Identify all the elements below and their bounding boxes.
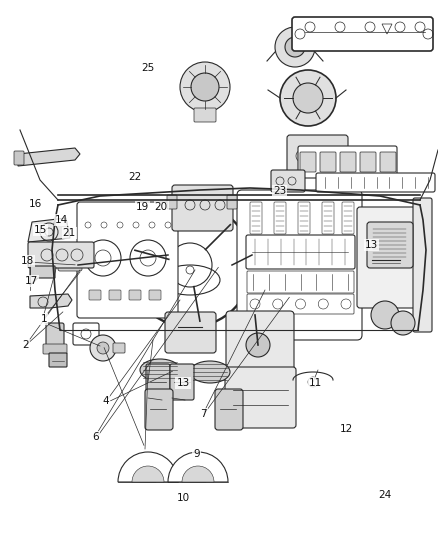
FancyBboxPatch shape	[172, 185, 233, 231]
FancyBboxPatch shape	[287, 135, 348, 176]
Text: 23: 23	[273, 186, 286, 196]
FancyBboxPatch shape	[413, 198, 432, 332]
Text: 11: 11	[309, 378, 322, 387]
Circle shape	[280, 70, 336, 126]
Circle shape	[97, 342, 109, 354]
Text: 13: 13	[365, 240, 378, 250]
Polygon shape	[28, 218, 70, 242]
Text: 21: 21	[63, 229, 76, 238]
FancyBboxPatch shape	[167, 195, 177, 209]
Text: 12: 12	[339, 424, 353, 434]
FancyBboxPatch shape	[14, 151, 24, 165]
FancyBboxPatch shape	[237, 190, 362, 340]
FancyBboxPatch shape	[342, 202, 354, 234]
FancyBboxPatch shape	[28, 242, 94, 268]
FancyBboxPatch shape	[246, 235, 355, 269]
FancyBboxPatch shape	[300, 152, 316, 172]
Wedge shape	[168, 452, 228, 482]
Wedge shape	[132, 466, 164, 482]
Circle shape	[246, 333, 270, 357]
Polygon shape	[30, 266, 55, 285]
FancyBboxPatch shape	[58, 258, 82, 271]
FancyBboxPatch shape	[357, 207, 418, 308]
Text: 9: 9	[193, 449, 200, 459]
FancyBboxPatch shape	[215, 389, 243, 430]
FancyBboxPatch shape	[227, 195, 237, 209]
FancyBboxPatch shape	[247, 271, 354, 293]
FancyBboxPatch shape	[320, 152, 336, 172]
Circle shape	[275, 27, 315, 67]
FancyBboxPatch shape	[146, 364, 170, 400]
Ellipse shape	[190, 361, 230, 383]
FancyBboxPatch shape	[46, 323, 64, 349]
Text: 4: 4	[102, 396, 110, 406]
Text: 7: 7	[200, 409, 207, 419]
FancyBboxPatch shape	[165, 312, 216, 353]
FancyBboxPatch shape	[322, 202, 334, 234]
FancyBboxPatch shape	[194, 108, 216, 122]
Wedge shape	[118, 452, 178, 482]
FancyBboxPatch shape	[292, 17, 433, 51]
Wedge shape	[190, 474, 206, 482]
FancyBboxPatch shape	[271, 170, 305, 192]
Wedge shape	[140, 474, 156, 482]
FancyBboxPatch shape	[367, 222, 413, 268]
Text: 10: 10	[177, 494, 190, 503]
Text: 15: 15	[34, 225, 47, 235]
FancyBboxPatch shape	[49, 353, 67, 367]
FancyBboxPatch shape	[89, 290, 101, 300]
FancyBboxPatch shape	[170, 364, 194, 400]
Text: 24: 24	[378, 490, 391, 499]
Text: 25: 25	[141, 63, 155, 73]
FancyBboxPatch shape	[298, 202, 310, 234]
FancyBboxPatch shape	[43, 344, 67, 354]
Text: 18: 18	[21, 256, 34, 266]
FancyBboxPatch shape	[316, 173, 435, 192]
Ellipse shape	[140, 359, 180, 381]
Circle shape	[180, 62, 230, 112]
FancyBboxPatch shape	[360, 152, 376, 172]
FancyBboxPatch shape	[225, 367, 296, 428]
FancyBboxPatch shape	[274, 202, 286, 234]
Circle shape	[371, 301, 399, 329]
Circle shape	[285, 37, 305, 57]
Text: 16: 16	[29, 199, 42, 208]
FancyBboxPatch shape	[247, 294, 354, 314]
Circle shape	[191, 73, 219, 101]
Circle shape	[391, 311, 415, 335]
Text: 14: 14	[55, 215, 68, 224]
FancyBboxPatch shape	[109, 290, 121, 300]
Text: 1: 1	[40, 314, 47, 324]
Text: 13: 13	[177, 378, 190, 387]
Circle shape	[90, 335, 116, 361]
Text: 22: 22	[128, 172, 141, 182]
FancyBboxPatch shape	[226, 311, 294, 374]
FancyBboxPatch shape	[77, 202, 178, 318]
Wedge shape	[182, 466, 214, 482]
Text: 2: 2	[22, 341, 29, 350]
FancyBboxPatch shape	[113, 343, 125, 353]
FancyBboxPatch shape	[340, 152, 356, 172]
FancyBboxPatch shape	[149, 290, 161, 300]
FancyBboxPatch shape	[298, 146, 397, 178]
FancyBboxPatch shape	[129, 290, 141, 300]
Text: 20: 20	[155, 202, 168, 212]
Circle shape	[293, 83, 323, 113]
Text: 19: 19	[136, 202, 149, 212]
FancyBboxPatch shape	[380, 152, 396, 172]
Polygon shape	[30, 294, 72, 308]
Text: 6: 6	[92, 432, 99, 442]
FancyBboxPatch shape	[73, 323, 99, 345]
Text: 17: 17	[25, 277, 38, 286]
Polygon shape	[18, 148, 80, 166]
FancyBboxPatch shape	[145, 389, 173, 430]
FancyBboxPatch shape	[250, 202, 262, 234]
